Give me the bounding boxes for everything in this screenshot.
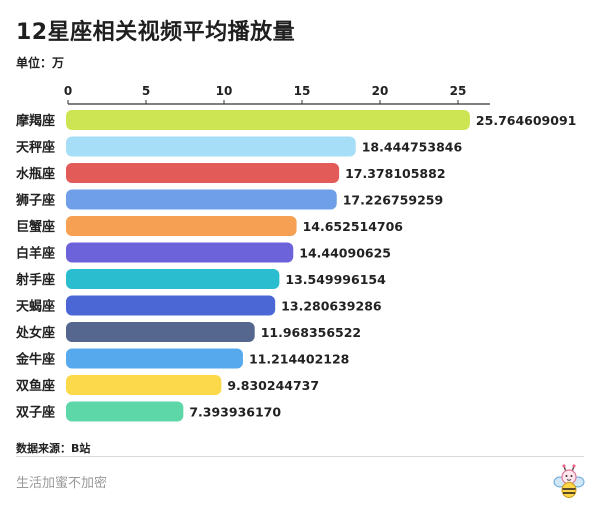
value-label: 7.393936170 (189, 405, 281, 420)
x-tick-label: 15 (294, 84, 311, 98)
category-label: 白羊座 (16, 246, 55, 262)
chart-title: 12星座相关视频平均播放量 (16, 20, 296, 45)
x-tick-label: 5 (142, 84, 150, 98)
value-label: 17.378105882 (345, 166, 445, 181)
bar (66, 295, 276, 316)
x-tick-label: 0 (64, 84, 72, 98)
category-label: 水瓶座 (16, 166, 55, 182)
source-label: 数据来源：B站 (16, 442, 91, 455)
bar (66, 136, 356, 157)
category-label: 双子座 (16, 405, 55, 421)
value-label: 17.226759259 (343, 193, 443, 208)
value-label: 13.280639286 (281, 299, 382, 314)
category-label: 巨蟹座 (16, 219, 55, 235)
bar (66, 375, 222, 395)
category-label: 摩羯座 (16, 113, 55, 129)
category-label: 双鱼座 (16, 378, 55, 394)
value-label: 13.549996154 (285, 272, 386, 287)
category-label: 金牛座 (15, 352, 55, 368)
bar (66, 110, 470, 130)
category-label: 天秤座 (16, 140, 55, 156)
bar (66, 163, 340, 183)
x-tick-label: 10 (216, 84, 233, 98)
footer-divider (16, 456, 584, 457)
value-label: 11.214402128 (249, 352, 349, 367)
unit-label: 单位：万 (16, 56, 65, 70)
value-label: 14.652514706 (303, 219, 404, 234)
category-label: 狮子座 (15, 193, 55, 209)
category-label: 处女座 (15, 325, 55, 341)
brand-label: 生活加蜜不加密 (16, 476, 108, 491)
bar (66, 322, 255, 342)
bar (66, 348, 243, 369)
x-tick-label: 25 (450, 84, 467, 98)
value-label: 11.968356522 (261, 325, 361, 340)
value-label: 14.44090625 (299, 246, 391, 261)
bar (66, 269, 280, 289)
category-label: 射手座 (15, 272, 55, 288)
value-label: 18.444753846 (362, 140, 463, 155)
bar (66, 401, 184, 422)
bar-chart: 0 5 10 15 20 25 摩羯座 25.764609091 天秤座 18.444753846… (15, 84, 576, 422)
category-label: 天蝎座 (16, 299, 55, 315)
value-label: 9.830244737 (227, 378, 319, 393)
value-label: 25.764609091 (476, 113, 576, 128)
bar (66, 216, 297, 236)
x-tick-label: 20 (372, 84, 389, 98)
bar (66, 242, 294, 263)
bar (66, 189, 337, 210)
bee-mascot-icon (553, 464, 585, 498)
